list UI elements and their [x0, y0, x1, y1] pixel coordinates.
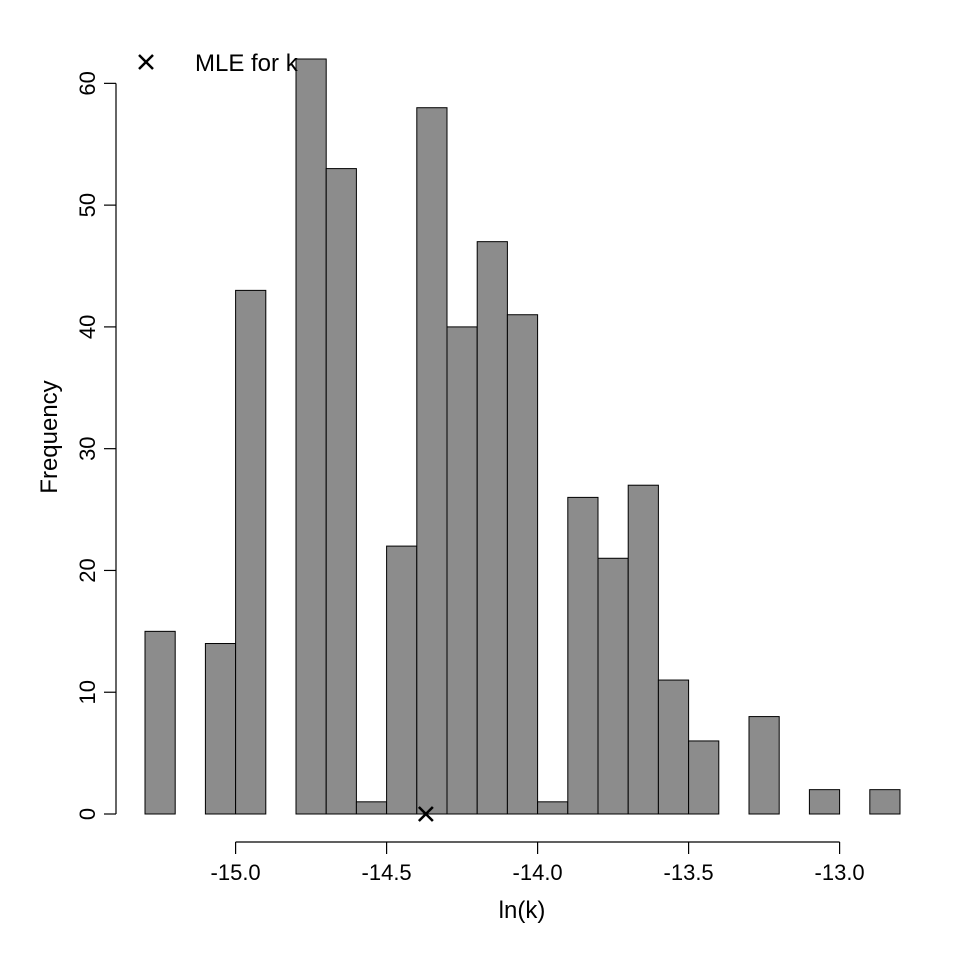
- histogram-bar: [144, 630, 176, 815]
- x-tick-label: -15.0: [211, 860, 261, 885]
- histogram-bar: [567, 496, 599, 815]
- histogram-bar: [748, 716, 780, 815]
- y-tick-label: 50: [75, 193, 100, 217]
- histogram-bar: [204, 643, 237, 815]
- y-tick-label: 0: [75, 808, 100, 820]
- y-tick-label: 60: [75, 71, 100, 95]
- histogram-bar: [627, 484, 659, 815]
- x-axis-title: ln(k): [499, 897, 546, 924]
- histogram-bar: [869, 789, 901, 815]
- histogram-bar: [808, 789, 841, 815]
- histogram-bar: [325, 168, 357, 815]
- legend: MLE for k: [138, 50, 299, 77]
- y-tick-label: 40: [75, 315, 100, 339]
- y-axis: 0 10 20 30 40 50 60: [75, 71, 117, 820]
- x-tick-label: -13.0: [815, 860, 865, 885]
- x-ticks: -15.0 -14.5 -14.0 -13.5 -13.0: [211, 842, 865, 885]
- histogram-bar: [295, 58, 327, 815]
- legend-label: MLE for k: [195, 50, 299, 77]
- histogram-bar: [235, 289, 267, 815]
- histogram-bar: [476, 241, 508, 815]
- histogram-bar: [506, 314, 539, 815]
- histogram-bar: [537, 801, 569, 815]
- y-tick-label: 20: [75, 558, 100, 582]
- mle-marker: [417, 806, 434, 822]
- histogram-bar: [597, 557, 629, 815]
- histogram-bar: [355, 801, 388, 815]
- histogram-bar: [688, 740, 720, 815]
- y-axis-title: Frequency: [36, 380, 63, 493]
- x-tick-label: -13.5: [664, 860, 714, 885]
- x-tick-label: -14.5: [362, 860, 412, 885]
- x-tick-label: -14.0: [513, 860, 563, 885]
- histogram-bar: [386, 545, 418, 815]
- y-tick-label: 10: [75, 680, 100, 704]
- bars-group: [144, 58, 901, 815]
- x-axis: -15.0 -14.5 -14.0 -13.5 -13.0: [211, 841, 865, 885]
- legend-cross-mark: [138, 54, 154, 70]
- histogram-bar: [416, 107, 448, 815]
- y-ticks: 0 10 20 30 40 50 60: [75, 71, 116, 820]
- histogram-bar: [446, 326, 478, 815]
- legend-cross-icon: [138, 54, 154, 70]
- histogram-bar: [657, 679, 690, 815]
- y-tick-label: 30: [75, 436, 100, 460]
- mle-cross-mark: [417, 806, 434, 822]
